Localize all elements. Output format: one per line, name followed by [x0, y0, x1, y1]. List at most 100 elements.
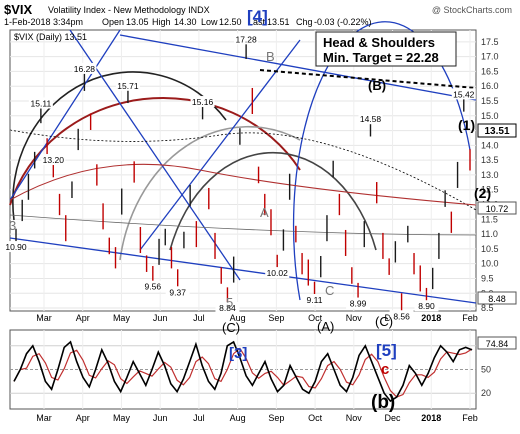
price-label-bg [28, 97, 53, 109]
price-tick-label: 15.5 [481, 96, 499, 106]
chg-value: -0.03 (-0.22%) [314, 17, 372, 27]
price-tick-label: 16.0 [481, 81, 499, 91]
blue-trendline [69, 29, 241, 281]
wave-3-major: [3] [229, 345, 247, 362]
high-label: High [152, 17, 171, 27]
price-label: 15.42 [453, 89, 475, 99]
blue-trendline [119, 34, 477, 101]
x-tick-label: Oct [308, 413, 323, 423]
hs-title: Head & Shoulders [323, 35, 435, 50]
osc-wave-a: (A) [317, 319, 334, 334]
osc-signal-line [13, 347, 473, 398]
x-tick-label: Mar [36, 313, 52, 323]
price-label: 9.56 [145, 282, 162, 292]
price-label-bg [140, 280, 165, 292]
open-label: Open [102, 17, 124, 27]
price-label-bg [414, 300, 439, 312]
last-label: Last [248, 17, 266, 27]
level2-badge: 8.48 [488, 294, 506, 304]
wave-a-small: A [260, 205, 269, 220]
price-label: 14.58 [360, 114, 382, 124]
x-tick-label: Dec [385, 413, 402, 423]
level1-badge: 10.72 [486, 204, 509, 214]
wave-b-small: B [266, 49, 275, 64]
x-tick-label: 2018 [421, 413, 441, 423]
price-label: 16.28 [74, 64, 96, 74]
osc-badge-box [477, 336, 517, 350]
price-tick-label: 17.0 [481, 52, 499, 62]
wave-b-intermediate: (B) [368, 78, 386, 93]
price-label: 8.99 [350, 299, 367, 309]
price-label-bg [234, 33, 259, 45]
price-tick-label: 8.5 [481, 303, 494, 313]
osc-tick-label: 20 [481, 388, 491, 398]
price-label-bg [358, 113, 383, 125]
gray-cycle-arc [119, 125, 301, 261]
price-tick-label: 10.0 [481, 259, 499, 269]
series-legend: $VIX (Daily) 13.51 [14, 32, 87, 42]
price-label: 15.71 [117, 81, 139, 91]
hs-target: Min. Target = 22.28 [323, 50, 439, 65]
price-label-bg [72, 62, 97, 74]
chg-label: Chg [296, 17, 313, 27]
x-tick-label: Mar [36, 413, 52, 423]
symbol: $VIX [4, 2, 33, 17]
last-badge-box [477, 123, 517, 138]
low-label: Low [201, 17, 218, 27]
price-tick-label: 11.5 [481, 214, 498, 224]
x-tick-label: Oct [308, 313, 323, 323]
price-label-bg [346, 297, 371, 309]
wave-1-minor: (1) [458, 117, 475, 133]
price-label-bg [389, 310, 414, 322]
price-tick-label: 9.5 [481, 273, 494, 283]
price-tick-label: 12.5 [481, 185, 499, 195]
x-tick-label: Apr [76, 313, 90, 323]
price-tick-label: 16.5 [481, 66, 499, 76]
price-label: 9.37 [169, 287, 186, 297]
x-tick-label: Feb [462, 313, 478, 323]
price-label-bg [165, 286, 190, 298]
blue-trendline [139, 39, 301, 251]
x-tick-label: 2018 [421, 313, 441, 323]
x-tick-label: Jun [153, 313, 168, 323]
wave-4-major: [4] [247, 7, 268, 26]
wave-3-small: 3 [9, 218, 16, 233]
osc-line [13, 340, 473, 403]
osc-wave-b: (b) [371, 392, 395, 413]
price-label: 15.16 [192, 97, 214, 107]
wave-c-small: C [325, 283, 334, 298]
x-tick-label: Nov [346, 413, 363, 423]
osc-badge: 74.84 [486, 339, 509, 349]
osc-wave-c1: (C) [222, 320, 240, 335]
price-tick-label: 10.5 [481, 244, 499, 254]
price-tick-label: 13.5 [481, 155, 499, 165]
x-tick-label: Feb [462, 413, 478, 423]
level1-badge-box [477, 201, 517, 215]
price-tick-label: 14.0 [481, 140, 499, 150]
price-tick-label: 15.0 [481, 111, 499, 121]
price-label-bg [4, 241, 28, 253]
wave-2-minor: (2) [474, 185, 491, 201]
wave-5-small: 5 [226, 295, 233, 310]
watermark: @ StockCharts.com [432, 5, 512, 15]
wave-5-major: [5] [376, 341, 397, 360]
price-label-bg [41, 154, 66, 166]
date-stamp: 1-Feb-2018 3:34pm [4, 17, 83, 27]
blue-trendline [9, 29, 121, 201]
x-tick-label: Jul [193, 313, 205, 323]
price-label-bg [215, 301, 240, 313]
osc-wave-c-small: c [381, 361, 389, 378]
price-label: 8.56 [393, 311, 410, 321]
last-value: 13.51 [267, 17, 290, 27]
price-label: 8.90 [418, 301, 435, 311]
price-label-bg [115, 79, 140, 91]
x-tick-label: May [113, 313, 131, 323]
x-tick-label: Aug [230, 413, 246, 423]
last-badge: 13.51 [484, 126, 509, 137]
price-label: 10.90 [5, 242, 27, 252]
price-label-bg [302, 293, 327, 305]
osc-wave-c2: (C) [375, 314, 393, 329]
x-tick-label: Jun [153, 413, 168, 423]
